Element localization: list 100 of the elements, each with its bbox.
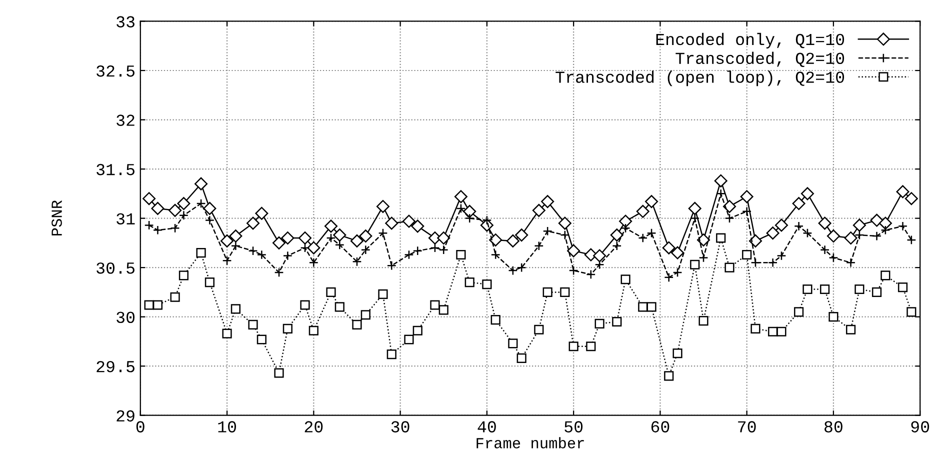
point xyxy=(716,188,726,198)
point xyxy=(308,258,318,268)
y-tick-label: 33 xyxy=(116,16,134,28)
point xyxy=(404,334,414,344)
point xyxy=(170,223,180,233)
point xyxy=(178,270,189,280)
point xyxy=(204,215,214,226)
y-axis-title: PSNR xyxy=(52,200,62,236)
point xyxy=(196,248,206,258)
point xyxy=(742,250,752,260)
point xyxy=(898,282,908,292)
point xyxy=(464,214,474,224)
y-tick-label: 32.5 xyxy=(96,65,134,77)
x-tick-label: 30 xyxy=(391,421,410,432)
point xyxy=(404,250,414,260)
point xyxy=(750,258,760,268)
point xyxy=(567,244,580,258)
point xyxy=(506,234,520,248)
point xyxy=(326,233,336,243)
point xyxy=(714,174,728,188)
point xyxy=(906,235,916,245)
point xyxy=(820,284,830,294)
point xyxy=(802,284,812,294)
point xyxy=(151,202,164,215)
point xyxy=(612,316,622,327)
point xyxy=(820,245,830,255)
x-tick-label: 40 xyxy=(478,421,496,432)
point xyxy=(542,226,552,236)
point xyxy=(870,214,884,227)
x-tick-label: 50 xyxy=(564,421,583,432)
point xyxy=(376,200,390,213)
point xyxy=(558,216,572,230)
point xyxy=(456,250,466,260)
point xyxy=(178,210,189,220)
legend-label: Encoded only, Q1=10 xyxy=(656,32,844,48)
x-tick-label: 80 xyxy=(824,421,842,432)
point xyxy=(152,225,163,235)
point xyxy=(610,228,624,242)
point xyxy=(300,300,310,310)
point xyxy=(774,218,788,232)
y-tick-label: 31.5 xyxy=(96,164,134,176)
point xyxy=(664,272,674,282)
point xyxy=(324,220,338,233)
point xyxy=(300,243,310,253)
y-tick-label: 29 xyxy=(116,410,134,422)
point xyxy=(334,240,344,250)
point xyxy=(456,204,466,214)
point xyxy=(802,228,812,238)
y-tick-label: 29.5 xyxy=(96,360,134,372)
point xyxy=(274,268,284,278)
point xyxy=(593,249,606,262)
point xyxy=(800,187,814,200)
point xyxy=(878,216,892,230)
point xyxy=(690,260,700,270)
point xyxy=(516,353,526,364)
point xyxy=(612,241,622,251)
point xyxy=(360,245,370,255)
point xyxy=(534,241,544,251)
point xyxy=(698,316,708,326)
point xyxy=(696,233,710,246)
point xyxy=(560,287,570,297)
legend-label: Transcoded (open loop), Q2=10 xyxy=(556,70,844,86)
point xyxy=(672,268,682,278)
point xyxy=(586,270,596,280)
point xyxy=(516,262,526,272)
point xyxy=(168,204,182,217)
point xyxy=(378,228,388,238)
point xyxy=(742,206,752,216)
point xyxy=(490,314,500,325)
point xyxy=(542,287,552,297)
point xyxy=(828,252,838,263)
point xyxy=(508,338,518,348)
point xyxy=(307,241,320,254)
point xyxy=(282,250,292,261)
point xyxy=(698,252,708,263)
point xyxy=(255,206,268,220)
point xyxy=(828,312,838,322)
point xyxy=(152,300,163,310)
point xyxy=(794,307,804,317)
point xyxy=(350,234,364,248)
point xyxy=(638,302,648,312)
point xyxy=(256,250,266,260)
x-tick-label: 60 xyxy=(651,421,670,432)
point xyxy=(256,334,266,344)
point xyxy=(386,349,396,360)
point xyxy=(776,326,786,336)
point xyxy=(872,287,882,297)
point xyxy=(334,302,344,312)
point xyxy=(619,214,632,228)
point xyxy=(430,300,440,310)
point xyxy=(854,230,864,240)
point xyxy=(482,280,492,290)
point xyxy=(826,230,840,243)
point xyxy=(776,250,786,261)
point xyxy=(222,256,232,266)
point xyxy=(248,246,258,256)
point xyxy=(534,324,544,334)
point xyxy=(298,231,312,245)
point xyxy=(326,287,336,297)
point xyxy=(722,200,736,213)
